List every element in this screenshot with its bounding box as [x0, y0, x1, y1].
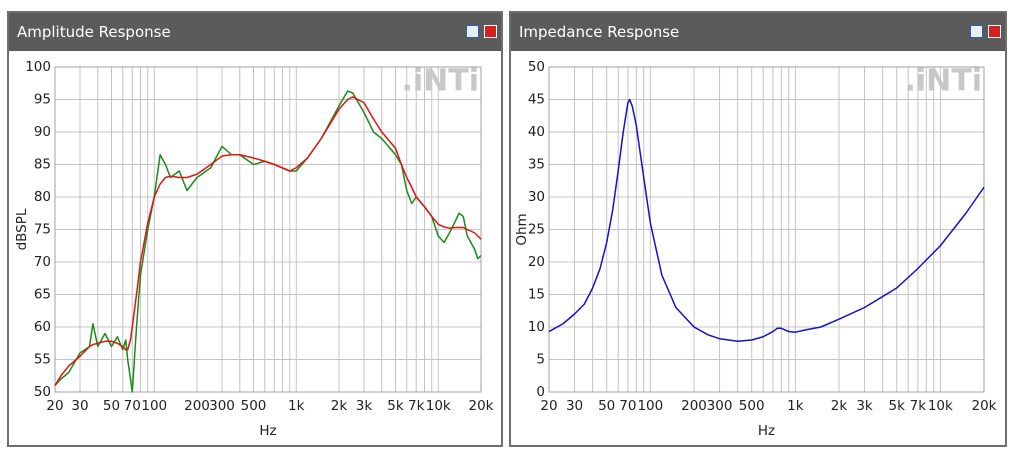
x-tick-label: 500 — [241, 398, 267, 414]
title-bar: Amplitude Response — [9, 13, 501, 51]
close-button[interactable] — [484, 25, 497, 38]
x-tick-label: 2k — [831, 398, 848, 414]
panel-title: Amplitude Response — [17, 23, 171, 41]
x-tick-label: 20k — [972, 398, 997, 414]
y-tick-label: 75 — [34, 222, 51, 238]
x-tick-label: 5k — [888, 398, 905, 414]
x-tick-label: 70 — [124, 398, 141, 414]
x-tick-label: 7k — [408, 398, 425, 414]
y-tick-label: 50 — [528, 59, 545, 75]
y-tick-label: 35 — [528, 157, 545, 173]
x-tick-label: 200 — [681, 398, 707, 414]
y-tick-label: 10 — [528, 319, 545, 335]
x-tick-label: 20 — [46, 398, 63, 414]
data-line — [54, 90, 482, 393]
y-tick-label: 60 — [34, 319, 51, 335]
y-tick-label: 45 — [528, 92, 545, 108]
y-tick-label: 80 — [34, 189, 51, 205]
y-tick-label: 50 — [34, 384, 51, 400]
x-tick-label: 10k — [928, 398, 953, 414]
data-line — [54, 96, 482, 386]
restore-button[interactable] — [970, 25, 983, 38]
x-axis-label: Hz — [758, 423, 775, 439]
plot-frame — [54, 66, 482, 393]
x-tick-label: 20k — [469, 398, 494, 414]
y-tick-label: 65 — [34, 287, 51, 303]
panel-title: Impedance Response — [519, 23, 680, 41]
title-bar: Impedance Response — [511, 13, 1005, 51]
x-tick-label: 10k — [426, 398, 451, 414]
x-tick-label: 30 — [566, 398, 583, 414]
x-tick-label: 2k — [331, 398, 348, 414]
restore-button[interactable] — [466, 25, 479, 38]
x-tick-label: 20 — [540, 398, 557, 414]
x-tick-label: 70 — [619, 398, 636, 414]
y-tick-label: 0 — [536, 384, 545, 400]
plot-frame — [548, 66, 985, 393]
x-tick-label: 300 — [209, 398, 235, 414]
x-tick-label: 100 — [141, 398, 167, 414]
x-tick-label: 1k — [787, 398, 804, 414]
y-tick-label: 5 — [536, 352, 545, 368]
y-tick-label: 70 — [34, 254, 51, 270]
x-tick-label: 1k — [288, 398, 305, 414]
y-tick-label: 55 — [34, 352, 51, 368]
y-tick-label: 25 — [528, 222, 545, 238]
watermark: .iNTi — [401, 64, 479, 99]
x-tick-label: 50 — [103, 398, 120, 414]
y-tick-label: 40 — [528, 124, 545, 140]
y-tick-label: 20 — [528, 254, 545, 270]
x-axis-label: Hz — [259, 423, 276, 439]
x-tick-label: 3k — [356, 398, 373, 414]
x-tick-label: 200 — [184, 398, 210, 414]
y-tick-label: 100 — [25, 59, 51, 75]
y-tick-label: 85 — [34, 157, 51, 173]
y-axis-label: dBSPL — [14, 208, 30, 250]
y-tick-label: 90 — [34, 124, 51, 140]
x-tick-label: 7k — [910, 398, 927, 414]
y-tick-label: 15 — [528, 287, 545, 303]
x-tick-label: 30 — [71, 398, 88, 414]
x-tick-label: 3k — [856, 398, 873, 414]
x-tick-label: 500 — [739, 398, 765, 414]
x-tick-label: 50 — [598, 398, 615, 414]
y-tick-label: 30 — [528, 189, 545, 205]
x-tick-label: 300 — [707, 398, 733, 414]
y-tick-label: 95 — [34, 92, 51, 108]
close-button[interactable] — [988, 25, 1001, 38]
y-axis-label: Ohm — [514, 213, 530, 245]
data-line — [548, 98, 985, 343]
x-tick-label: 5k — [387, 398, 404, 414]
watermark: .iNTi — [904, 64, 982, 99]
x-tick-label: 100 — [637, 398, 663, 414]
